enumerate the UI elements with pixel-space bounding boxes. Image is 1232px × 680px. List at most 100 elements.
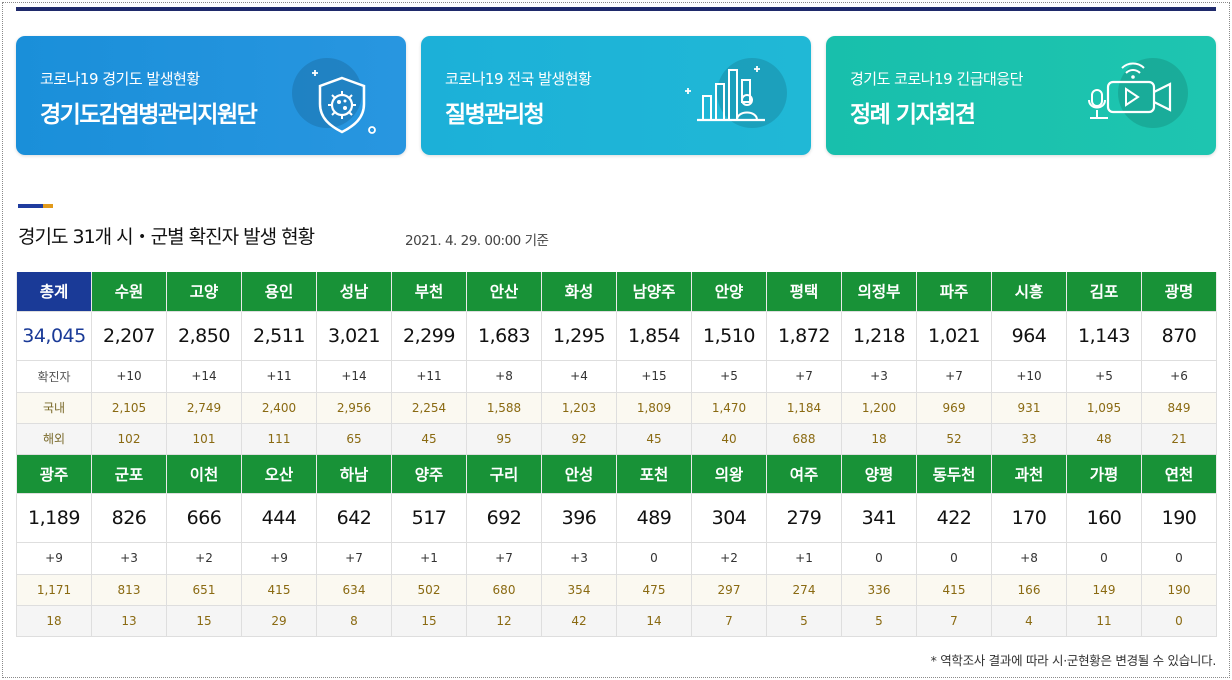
domestic-cell: 1,470: [691, 391, 767, 424]
domestic-cell: 166: [991, 573, 1067, 606]
city-header-cell: 광명: [1141, 272, 1217, 311]
city-header-cell: 파주: [916, 272, 992, 311]
domestic-cell: 634: [316, 573, 392, 606]
city-header-cell: 용인: [241, 272, 317, 311]
domestic-cell: 1,171: [16, 573, 92, 606]
city-header-cell: 동두천: [916, 454, 992, 493]
banner-kdca[interactable]: 코로나19 전국 발생현황 질병관리청: [421, 36, 811, 155]
total-count-cell: 2,299: [391, 310, 467, 361]
banner-subtitle: 코로나19 전국 발생현황: [445, 70, 592, 88]
city-header-cell: 양평: [841, 454, 917, 493]
increase-cell: +3: [541, 541, 617, 575]
abroad-cell: 48: [1066, 422, 1142, 455]
domestic-cell: 2,254: [391, 391, 467, 424]
banner-gyeonggi-infection-center[interactable]: 코로나19 경기도 발생현황 경기도감염병관리지원단: [16, 36, 406, 155]
abroad-cell: 95: [466, 422, 542, 455]
city-header-cell: 고양: [166, 272, 242, 311]
abroad-cell: 5: [841, 604, 917, 637]
city-header-row: 광주 군포 이천 오산 하남 양주 구리 안성 포천 의왕 여주 양평 동두천 과천 가평 연천: [16, 454, 1217, 493]
total-count-cell: 1,189: [16, 492, 92, 543]
total-count-cell: 692: [466, 492, 542, 543]
increase-cell: +9: [241, 541, 317, 575]
increase-cell: +5: [691, 359, 767, 393]
increase-cell: 0: [1066, 541, 1142, 575]
domestic-cell: 1,588: [466, 391, 542, 424]
increase-cell: +2: [166, 541, 242, 575]
abroad-cell: 12: [466, 604, 542, 637]
bar-chart-person-icon: [685, 66, 765, 122]
city-header-cell: 이천: [166, 454, 242, 493]
section-title: 경기도 31개 시・군별 확진자 발생 현황: [18, 226, 315, 248]
domestic-cell: 149: [1066, 573, 1142, 606]
abroad-cell: 11: [1066, 604, 1142, 637]
total-count-cell: 2,207: [91, 310, 167, 361]
increase-row: 확진자 +10 +14 +11 +14 +11 +8 +4 +15 +5 +7 +3 +7 +10 +5 +6: [16, 359, 1217, 393]
increase-cell: +9: [16, 541, 92, 575]
banner-emergency-briefing[interactable]: 경기도 코로나19 긴급대응단 정례 기자회견: [826, 36, 1216, 155]
abroad-cell: 42: [541, 604, 617, 637]
total-count-cell: 1,872: [766, 310, 842, 361]
abroad-cell: 40: [691, 422, 767, 455]
video-camera-mic-icon: [1088, 62, 1172, 119]
city-header-cell: 구리: [466, 454, 542, 493]
increase-cell: 0: [616, 541, 692, 575]
domestic-cell: 415: [241, 573, 317, 606]
total-count-cell: 2,511: [241, 310, 317, 361]
total-count-cell: 964: [991, 310, 1067, 361]
abroad-cell: 65: [316, 422, 392, 455]
total-count-cell: 666: [166, 492, 242, 543]
total-count-cell: 826: [91, 492, 167, 543]
footnote: * 역학조사 결과에 따라 시·군현황은 변경될 수 있습니다.: [930, 653, 1217, 668]
abroad-cell: 52: [916, 422, 992, 455]
city-header-cell: 군포: [91, 454, 167, 493]
city-header-cell: 의왕: [691, 454, 767, 493]
abroad-cell: 14: [616, 604, 692, 637]
increase-row: +9 +3 +2 +9 +7 +1 +7 +3 0 +2 +1 0 0 +8 0 0: [16, 541, 1217, 575]
increase-cell: +8: [991, 541, 1067, 575]
abroad-cell: 15: [166, 604, 242, 637]
domestic-cell: 1,095: [1066, 391, 1142, 424]
domestic-cell: 931: [991, 391, 1067, 424]
domestic-cell: 651: [166, 573, 242, 606]
city-header-cell: 안성: [541, 454, 617, 493]
total-count-cell: 160: [1066, 492, 1142, 543]
abroad-cell: 102: [91, 422, 167, 455]
banner-title: 질병관리청: [445, 102, 545, 128]
total-count-cell: 1,021: [916, 310, 992, 361]
increase-cell: +7: [766, 359, 842, 393]
city-confirmed-table: 총계 수원 고양 용인 성남 부천 안산 화성 남양주 안양 평택 의정부 파주 시흥 김포 광명 34,045…: [16, 272, 1217, 637]
total-count-cell: 517: [391, 492, 467, 543]
total-count-cell: 1,295: [541, 310, 617, 361]
city-header-cell: 안산: [466, 272, 542, 311]
increase-cell: +5: [1066, 359, 1142, 393]
increase-cell: 0: [1141, 541, 1217, 575]
increase-cell: +14: [316, 359, 392, 393]
total-count-cell: 170: [991, 492, 1067, 543]
total-count-cell: 2,850: [166, 310, 242, 361]
domestic-cell: 354: [541, 573, 617, 606]
city-header-cell: 시흥: [991, 272, 1067, 311]
total-count-cell: 1,854: [616, 310, 692, 361]
top-accent-bar: [16, 7, 1216, 11]
total-count-cell: 279: [766, 492, 842, 543]
total-count-row: 1,189 826 666 444 642 517 692 396 489 304 279 341 42…: [16, 492, 1217, 543]
abroad-cell: 8: [316, 604, 392, 637]
domestic-cell: 2,105: [91, 391, 167, 424]
grand-total-cell: 34,045: [16, 310, 92, 361]
domestic-cell: 274: [766, 573, 842, 606]
domestic-row: 1,171 813 651 415 634 502 680 354 475 297 274 336 41…: [16, 573, 1217, 606]
increase-cell: +7: [916, 359, 992, 393]
total-count-cell: 642: [316, 492, 392, 543]
abroad-cell: 7: [916, 604, 992, 637]
city-header-cell: 화성: [541, 272, 617, 311]
banner-title: 정례 기자회견: [850, 102, 976, 128]
domestic-cell: 813: [91, 573, 167, 606]
city-header-cell: 하남: [316, 454, 392, 493]
increase-cell: +10: [91, 359, 167, 393]
city-header-cell: 오산: [241, 454, 317, 493]
total-count-cell: 1,510: [691, 310, 767, 361]
increase-cell: +1: [766, 541, 842, 575]
banner-subtitle: 코로나19 경기도 발생현황: [40, 70, 200, 88]
increase-cell: +1: [391, 541, 467, 575]
banner-icon-backdrop: [292, 58, 362, 128]
